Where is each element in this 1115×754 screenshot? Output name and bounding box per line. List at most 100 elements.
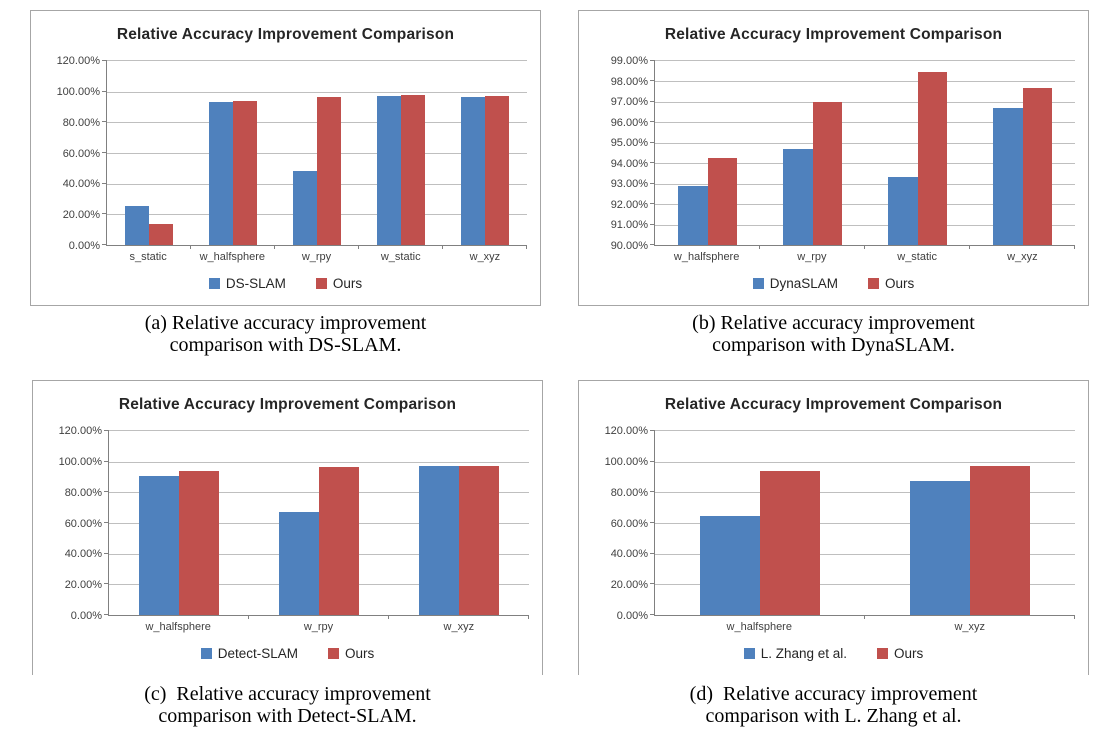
- y-axis-tick: [650, 100, 655, 102]
- y-axis-tick: [104, 614, 109, 615]
- y-axis-tick: [650, 60, 655, 61]
- chart-title: Relative Accuracy Improvement Comparison: [118, 396, 457, 413]
- x-axis: w_halfsphere w_rpy w_static w_xyz: [654, 246, 1075, 263]
- chart-title: Relative Accuracy Improvement Comparison: [116, 26, 455, 43]
- y-axis-tick-label: 40.00%: [62, 178, 100, 191]
- plot-area: [102, 60, 527, 249]
- x-axis-tick: [387, 615, 389, 619]
- bar-ours-w_halfsphere: [707, 158, 738, 245]
- y-axis-tick: [650, 141, 655, 143]
- y-axis-tick-label: 100.00%: [58, 455, 102, 468]
- legend-item: Ours: [877, 646, 923, 661]
- y-axis-tick: [104, 430, 109, 431]
- y-axis: 99.00% 98.00% 97.00% 96.00% 95.00% 94.00% 93.0…: [579, 55, 648, 252]
- bar-groups: [655, 61, 1075, 245]
- y-axis: 120.00% 100.00% 80.00% 60.00% 40.00% 20.00% 0.…: [31, 55, 100, 252]
- y-axis-tick: [650, 244, 655, 245]
- bar-group: [109, 431, 249, 615]
- bar-ours-w_static: [917, 72, 948, 245]
- bar-ds-slam-s_static: [125, 205, 149, 245]
- y-axis-tick-label: 94.00%: [610, 157, 648, 170]
- x-axis-tick: [1074, 245, 1075, 249]
- y-axis-tick-label: 120.00%: [604, 425, 648, 437]
- x-axis-category-label: w_static: [897, 251, 937, 263]
- x-axis-tick: [759, 245, 760, 249]
- x-axis-category-label: w_xyz: [469, 251, 501, 263]
- bar-group: [760, 61, 865, 245]
- plot-wrap: 99.00% 98.00% 97.00% 96.00% 95.00% 94.00% 93.0…: [579, 55, 1088, 252]
- y-axis-tick: [650, 614, 655, 615]
- y-axis-tick: [650, 430, 655, 431]
- plot-area: [104, 430, 529, 619]
- legend: Detect-SLAM Ours: [33, 646, 542, 675]
- legend-swatch-ours: [877, 648, 889, 659]
- x-axis-tick: [864, 615, 865, 619]
- x-axis-category-label: w_halfsphere: [673, 251, 740, 263]
- y-axis-tick: [650, 552, 655, 554]
- legend-swatch-ours: [868, 278, 879, 289]
- gridline: [109, 430, 529, 431]
- bar-groups: [655, 431, 1075, 615]
- chart-caption-line: comparison with DynaSLAM.: [712, 334, 955, 356]
- x-axis-category-label: w_xyz: [1007, 251, 1038, 263]
- bar-ours-w_halfsphere: [760, 470, 820, 615]
- legend-item: L. Zhang et al.: [743, 646, 847, 661]
- y-axis-tick-label: 99.00%: [610, 55, 648, 67]
- x-axis-tick: [1074, 615, 1075, 619]
- gridline: [655, 553, 1075, 555]
- y-axis-tick: [650, 223, 655, 225]
- y-axis-tick-label: 80.00%: [62, 116, 100, 129]
- bar-l-zhang-et-al--w_xyz: [910, 480, 970, 615]
- y-axis-tick-label: 60.00%: [64, 517, 102, 530]
- y-axis-tick-label: 90.00%: [610, 240, 648, 252]
- plot-area: [650, 60, 1075, 249]
- y-axis-tick: [102, 152, 107, 153]
- bar-ours-w_halfsphere: [179, 470, 219, 615]
- y-axis-tick: [102, 244, 107, 245]
- chart-box: Relative Accuracy Improvement Comparison…: [30, 10, 541, 306]
- y-axis-tick-label: 95.00%: [610, 137, 648, 150]
- y-axis-tick: [104, 583, 109, 585]
- gridline: [107, 91, 527, 93]
- y-axis: 120.00% 100.00% 80.00% 60.00% 40.00% 20.00% 0.…: [579, 425, 648, 622]
- x-axis-category-label: w_rpy: [303, 621, 334, 633]
- gridline: [655, 60, 1075, 61]
- gridline: [655, 492, 1075, 494]
- y-axis-tick-label: 20.00%: [62, 209, 100, 222]
- y-axis-tick-label: 0.00%: [70, 610, 102, 622]
- bar-group: [191, 61, 275, 245]
- gridline: [655, 122, 1075, 124]
- bar-ours-w_halfsphere: [233, 100, 257, 245]
- legend-item: DynaSLAM: [752, 276, 838, 291]
- gridline: [655, 430, 1075, 431]
- y-axis-tick: [650, 522, 655, 523]
- bar-group: [970, 61, 1075, 245]
- bar-group: [107, 61, 191, 245]
- gridline: [655, 584, 1075, 586]
- y-axis-tick: [650, 491, 655, 493]
- x-axis: w_halfsphere w_rpy w_xyz: [108, 616, 529, 633]
- chart-caption-line: comparison with Detect-SLAM.: [158, 705, 417, 727]
- x-axis-tick: [358, 245, 359, 249]
- bar-groups: [107, 61, 527, 245]
- chart-caption: (d) Relative accuracy improvement compari…: [578, 683, 1089, 727]
- chart-box: Relative Accuracy Improvement Comparison…: [578, 380, 1089, 675]
- legend: DynaSLAM Ours: [579, 276, 1088, 305]
- bar-dynaslam-w_xyz: [992, 108, 1023, 245]
- x-axis: w_halfsphere w_xyz: [654, 616, 1075, 633]
- chart-panel-b: Relative Accuracy Improvement Comparison…: [578, 10, 1089, 356]
- y-axis-tick: [104, 552, 109, 554]
- bar-ours-w_xyz: [485, 95, 509, 245]
- y-axis-tick-label: 93.00%: [610, 178, 648, 191]
- gridline: [655, 461, 1075, 463]
- y-axis-tick: [102, 182, 107, 184]
- y-axis-tick-label: 0.00%: [616, 610, 648, 622]
- y-axis-tick-label: 40.00%: [64, 548, 102, 561]
- legend-swatch-ds-slam: [208, 278, 220, 289]
- y-axis-tick-label: 20.00%: [610, 579, 648, 592]
- gridline: [655, 523, 1075, 524]
- x-axis-category-label: w_halfsphere: [145, 621, 211, 633]
- y-axis-tick-label: 92.00%: [610, 198, 648, 211]
- x-axis-category-label: w_static: [380, 251, 421, 263]
